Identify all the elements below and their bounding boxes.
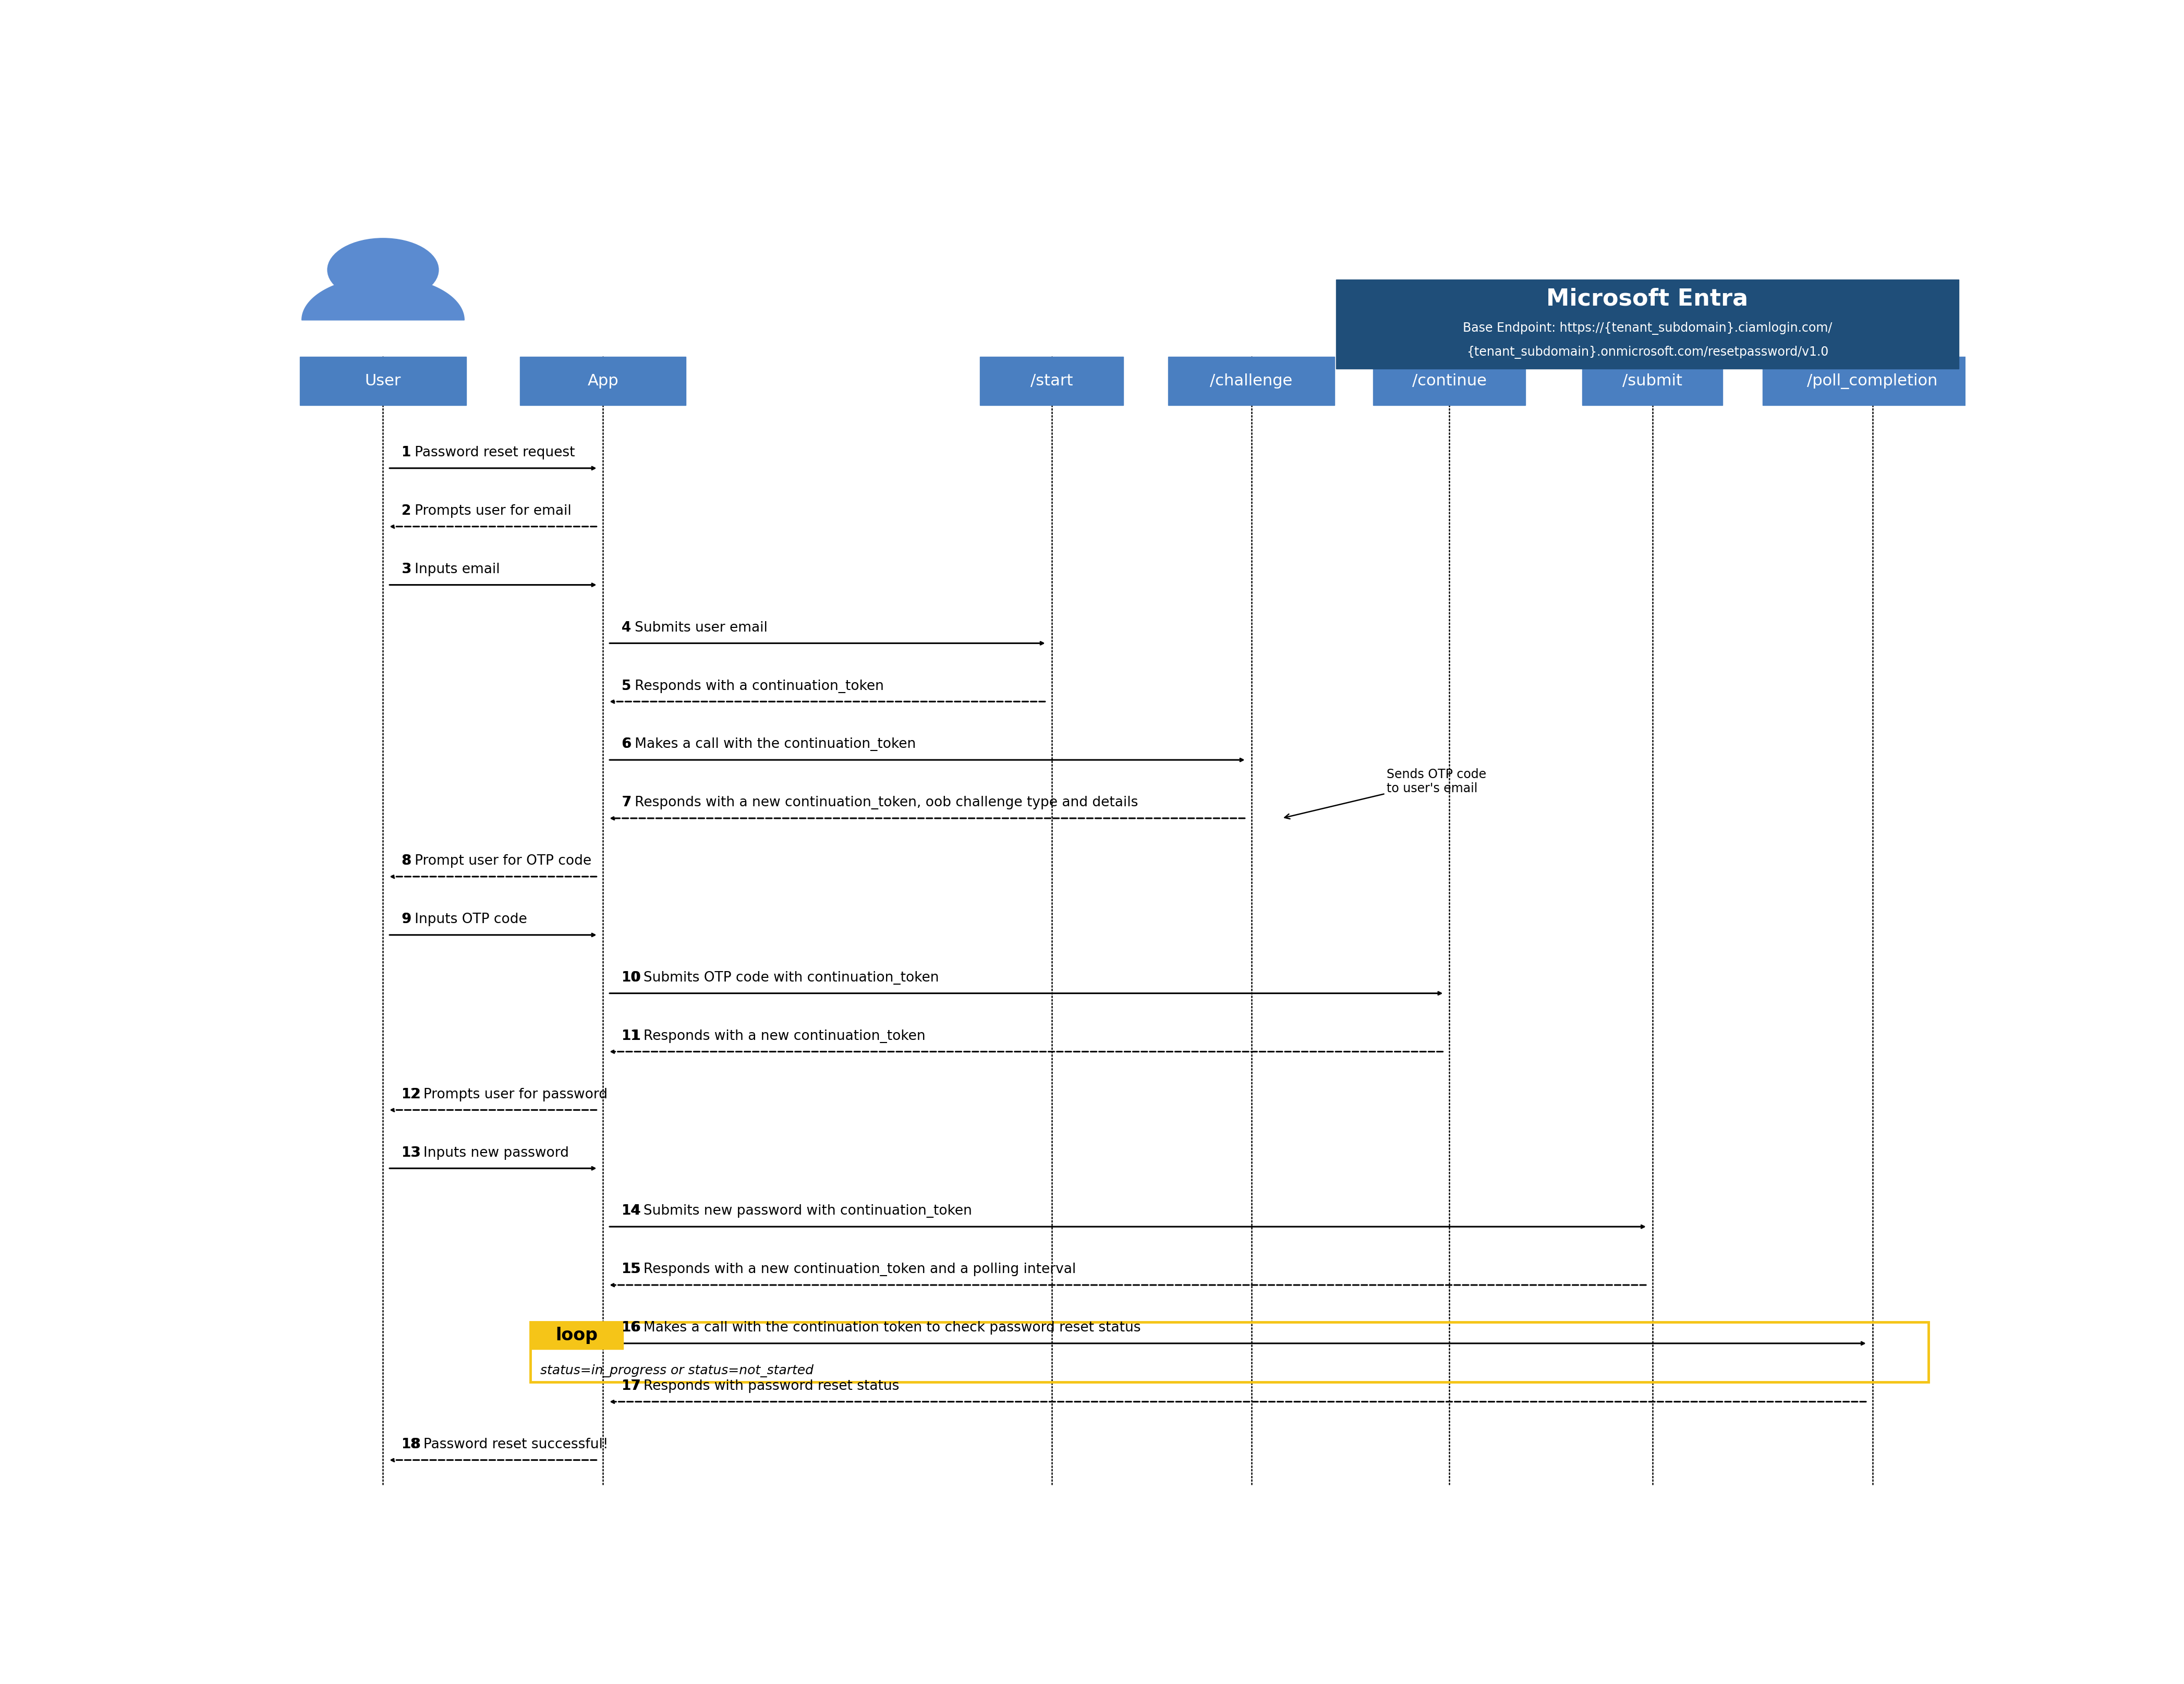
Text: 9 Inputs OTP code: 9 Inputs OTP code (402, 913, 526, 926)
Polygon shape (301, 276, 465, 320)
Text: 10 Submits OTP code with continuation_token: 10 Submits OTP code with continuation_to… (622, 972, 939, 985)
FancyBboxPatch shape (1337, 280, 1959, 369)
Text: 15: 15 (622, 1263, 640, 1276)
Text: 13 Inputs new password: 13 Inputs new password (402, 1147, 570, 1160)
Text: 7 Responds with a new continuation_token, oob challenge type and details: 7 Responds with a new continuation_token… (622, 797, 1138, 810)
Text: 18: 18 (402, 1438, 422, 1452)
Text: 11 Responds with a new continuation_token: 11 Responds with a new continuation_toke… (622, 1029, 926, 1042)
Text: loop: loop (555, 1327, 598, 1344)
Text: 6: 6 (622, 738, 631, 751)
Text: 12 Prompts user for password: 12 Prompts user for password (402, 1088, 607, 1101)
Text: 17 Responds with password reset status: 17 Responds with password reset status (622, 1379, 900, 1393)
Text: 10: 10 (622, 972, 640, 985)
Text: Sends OTP code
to user's email: Sends OTP code to user's email (1284, 768, 1487, 818)
Text: 14: 14 (622, 1204, 640, 1218)
Text: /submit: /submit (1623, 374, 1682, 389)
Text: 17: 17 (622, 1379, 640, 1393)
FancyBboxPatch shape (1762, 357, 1983, 406)
FancyBboxPatch shape (981, 357, 1123, 406)
Text: Base Endpoint: https://{tenant_subdomain}.ciamlogin.com/: Base Endpoint: https://{tenant_subdomain… (1463, 322, 1832, 335)
Text: 3 Inputs email: 3 Inputs email (402, 562, 500, 576)
Text: App: App (587, 374, 618, 389)
FancyBboxPatch shape (520, 357, 686, 406)
Text: 1 Password reset request: 1 Password reset request (402, 446, 574, 460)
Ellipse shape (328, 237, 439, 301)
Text: 9: 9 (402, 913, 411, 926)
Text: /challenge: /challenge (1210, 374, 1293, 389)
Text: 4: 4 (622, 621, 631, 635)
Text: /continue: /continue (1413, 374, 1487, 389)
Text: 3: 3 (402, 562, 411, 576)
Text: 16 Makes a call with the continuation token to check password reset status: 16 Makes a call with the continuation to… (622, 1320, 1140, 1335)
Text: {tenant_subdomain}.onmicrosoft.com/resetpassword/v1.0: {tenant_subdomain}.onmicrosoft.com/reset… (1465, 345, 1828, 359)
Text: User: User (365, 374, 402, 389)
Text: 12: 12 (402, 1088, 422, 1101)
Text: 16: 16 (622, 1320, 640, 1335)
Text: 18 Password reset successful!: 18 Password reset successful! (402, 1438, 609, 1452)
Text: 11: 11 (622, 1029, 640, 1042)
FancyBboxPatch shape (531, 1322, 622, 1349)
Text: 7: 7 (622, 797, 631, 810)
Text: 2: 2 (402, 504, 411, 517)
Text: 4 Submits user email: 4 Submits user email (622, 621, 767, 635)
FancyBboxPatch shape (299, 357, 465, 406)
FancyBboxPatch shape (1581, 357, 1723, 406)
Text: 8 Prompt user for OTP code: 8 Prompt user for OTP code (402, 854, 592, 867)
Text: 5 Responds with a continuation_token: 5 Responds with a continuation_token (622, 679, 885, 692)
Text: 13: 13 (402, 1147, 422, 1160)
Text: 5: 5 (622, 679, 631, 692)
Text: 14 Submits new password with continuation_token: 14 Submits new password with continuatio… (622, 1204, 972, 1218)
Text: status=in_progress or status=not_started: status=in_progress or status=not_started (539, 1364, 815, 1378)
Text: /poll_completion: /poll_completion (1806, 374, 1937, 389)
Text: Microsoft Entra: Microsoft Entra (1546, 288, 1749, 310)
Text: /start: /start (1031, 374, 1072, 389)
Text: 1: 1 (402, 446, 411, 460)
Text: 6 Makes a call with the continuation_token: 6 Makes a call with the continuation_tok… (622, 738, 915, 751)
Text: 15 Responds with a new continuation_token and a polling interval: 15 Responds with a new continuation_toke… (622, 1263, 1077, 1276)
Text: 2 Prompts user for email: 2 Prompts user for email (402, 504, 572, 517)
FancyBboxPatch shape (1168, 357, 1334, 406)
FancyBboxPatch shape (1374, 357, 1524, 406)
Text: 8: 8 (402, 854, 411, 867)
